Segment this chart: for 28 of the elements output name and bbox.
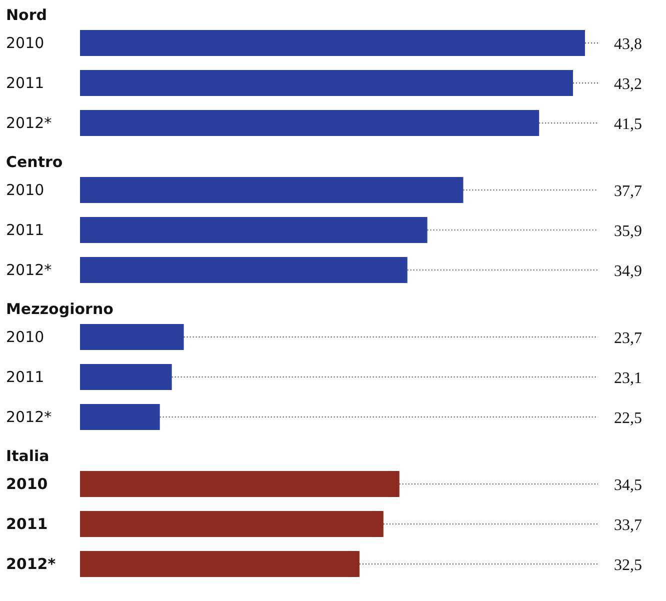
- y-tick-label: 2012*: [6, 408, 52, 426]
- y-tick-label: 2011: [6, 515, 48, 533]
- y-tick-label: 2010: [6, 475, 48, 493]
- text: Italia: [6, 447, 50, 465]
- y-tick-label: 2010: [6, 328, 44, 346]
- y-tick-label: 2012*: [6, 555, 56, 573]
- y-tick-label: 2012*: [6, 114, 52, 132]
- data-label: 23,7: [614, 330, 642, 347]
- data-label: 34,9: [614, 263, 642, 280]
- data-label: 41,5: [614, 116, 642, 133]
- data-label: 23,1: [614, 370, 642, 387]
- text: Centro: [6, 153, 63, 171]
- data-label: 43,2: [614, 76, 642, 93]
- annotation: Mezzogiorno: [6, 300, 114, 318]
- data-label: 43,8: [614, 36, 642, 53]
- data-label: 33,7: [614, 517, 642, 534]
- y-tick-label: 2012*: [6, 261, 52, 279]
- text: Nord: [6, 6, 47, 24]
- y-tick-label: 2011: [6, 368, 44, 386]
- data-label: 35,9: [614, 223, 642, 240]
- data-label: 34,5: [614, 477, 642, 494]
- y-tick-label: 2011: [6, 221, 44, 239]
- y-tick-label: 2010: [6, 181, 44, 199]
- data-label: 37,7: [614, 183, 642, 200]
- y-tick-label: 2011: [6, 74, 44, 92]
- data-label: 22,5: [614, 410, 642, 427]
- y-tick-label: 2010: [6, 34, 44, 52]
- data-label: 32,5: [614, 557, 642, 574]
